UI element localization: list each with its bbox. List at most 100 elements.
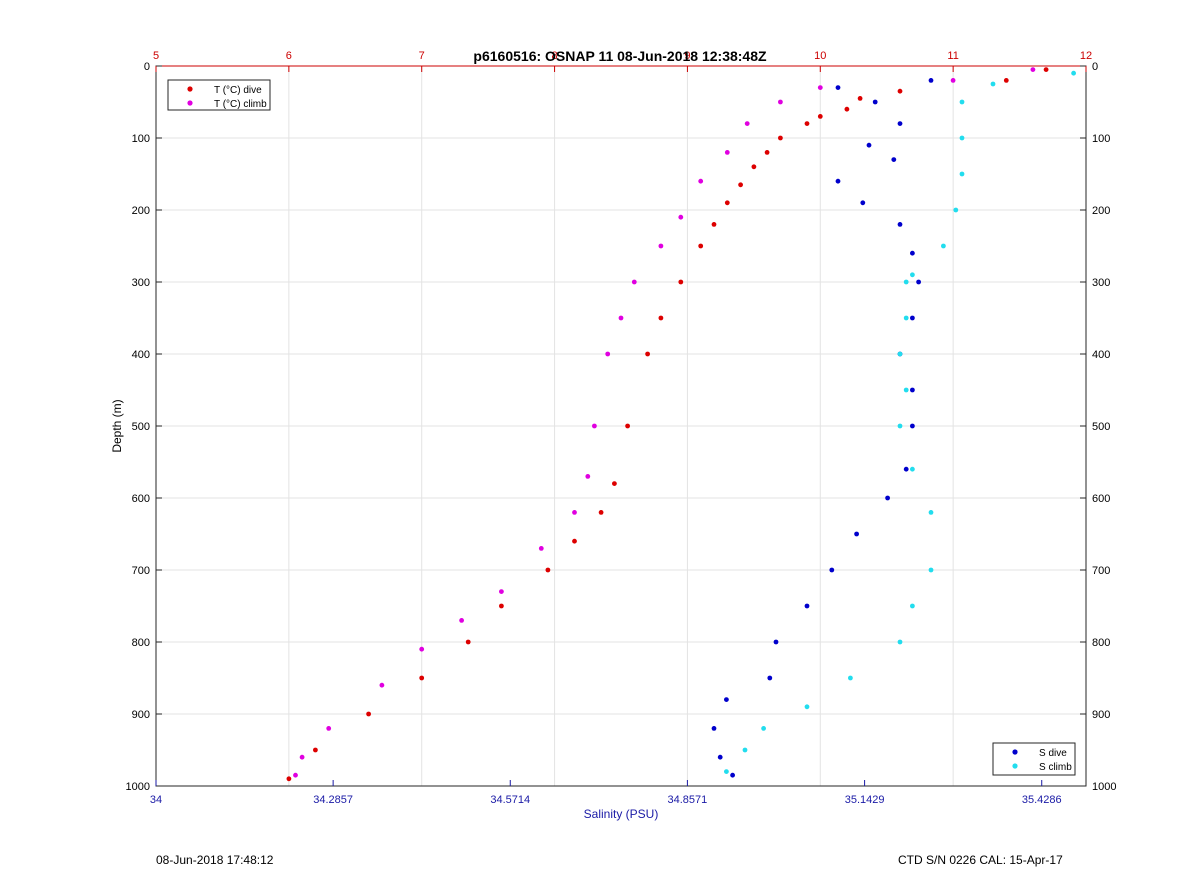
legend-label: T (°C) dive [214,85,262,96]
data-point [903,315,909,321]
legend-label: S climb [1039,762,1072,773]
data-point [585,474,591,479]
x-top-tick-label: 5 [153,50,159,62]
x-top-tick-label: 11 [947,50,958,62]
data-point [592,423,597,429]
data-point [767,675,773,681]
x-bottom-tick-label: 35.4286 [1022,794,1062,806]
data-point [761,726,766,731]
grid-layer [156,66,1086,786]
data-point [817,85,823,90]
legend-box [992,742,1076,776]
data-point [366,711,371,717]
data-point [326,726,332,731]
y-tick-label-left: 100 [132,133,150,145]
data-point [419,646,425,652]
legend-label: S dive [1039,748,1067,759]
data-point [724,150,730,155]
data-point [854,531,859,537]
data-point [885,495,890,501]
y-tick-label-right: 1000 [1092,781,1116,793]
data-point [313,747,318,753]
data-point [742,747,748,753]
y-tick-label-left: 1000 [126,781,150,793]
data-point [910,315,915,321]
x-top-tick-label: 12 [1080,50,1092,62]
legend-box [167,79,271,111]
footer-ctd-info: CTD S/N 0226 CAL: 15-Apr-17 [898,853,1063,867]
data-point [959,135,965,141]
data-point [572,538,577,544]
data-point [612,481,617,486]
data-point [1003,78,1009,83]
data-point [698,178,704,184]
data-point [459,618,464,623]
data-point [744,121,750,126]
data-point [778,99,783,105]
ticks-layer: 0 0 100 100 200 200 300 300 400 400 500 500 600 600 70… [126,50,1117,806]
data-point [730,772,735,778]
data-point [817,114,823,119]
data-point [778,135,783,141]
points-layer [286,67,1076,782]
data-point [724,769,729,774]
data-point [844,106,850,112]
data-point [1071,70,1076,76]
data-point [897,639,903,645]
data-point [379,682,385,688]
data-point [903,279,909,285]
data-point [804,603,810,609]
data-point [419,675,425,681]
data-point [928,510,934,515]
legend-marker [1012,763,1018,769]
data-point [724,200,730,206]
data-point [916,279,921,285]
data-point [1030,67,1036,72]
data-point [835,178,841,184]
legend-label: T (°C) climb [214,99,267,110]
y-axis-label: Depth (m) [110,399,124,452]
data-point [910,250,915,256]
x-top-tick-label: 9 [684,50,690,62]
y-tick-label-left: 900 [132,709,150,721]
data-point [499,589,504,594]
data-point [897,121,903,126]
data-point [545,567,551,573]
data-point [764,150,770,155]
data-point [928,567,934,573]
data-point [625,423,630,429]
data-point [711,222,717,227]
data-point [857,96,863,101]
legend-bottom-right: S dive S climb [992,742,1076,776]
y-tick-label-right: 400 [1092,349,1110,361]
data-point [953,207,959,213]
y-tick-label-right: 600 [1092,493,1110,505]
y-tick-label-right: 500 [1092,421,1110,433]
data-point [299,754,305,760]
data-point [897,88,903,94]
legend-marker [1012,749,1018,755]
x-bottom-tick-label: 35.1429 [845,794,885,806]
x-top-tick-label: 8 [552,50,558,62]
y-tick-label-right: 0 [1092,61,1098,73]
data-point [465,639,471,645]
data-point [631,279,637,285]
data-point [572,510,577,515]
data-point [910,423,915,429]
data-point [928,78,934,83]
x-bottom-tick-label: 34 [150,794,162,806]
data-point [773,639,779,645]
x-top-tick-label: 7 [419,50,425,62]
data-point [286,776,292,782]
data-point [872,99,878,105]
legend-top-left: T (°C) dive T (°C) climb [167,79,271,111]
data-point [897,351,903,357]
data-point [990,81,996,87]
y-tick-label-left: 400 [132,349,150,361]
data-point [658,315,664,321]
data-point [910,387,915,393]
chart-title: p6160516: OSNAP 11 08-Jun-2018 12:38:48Z [473,48,767,64]
data-point [804,121,810,126]
data-point [717,754,723,760]
